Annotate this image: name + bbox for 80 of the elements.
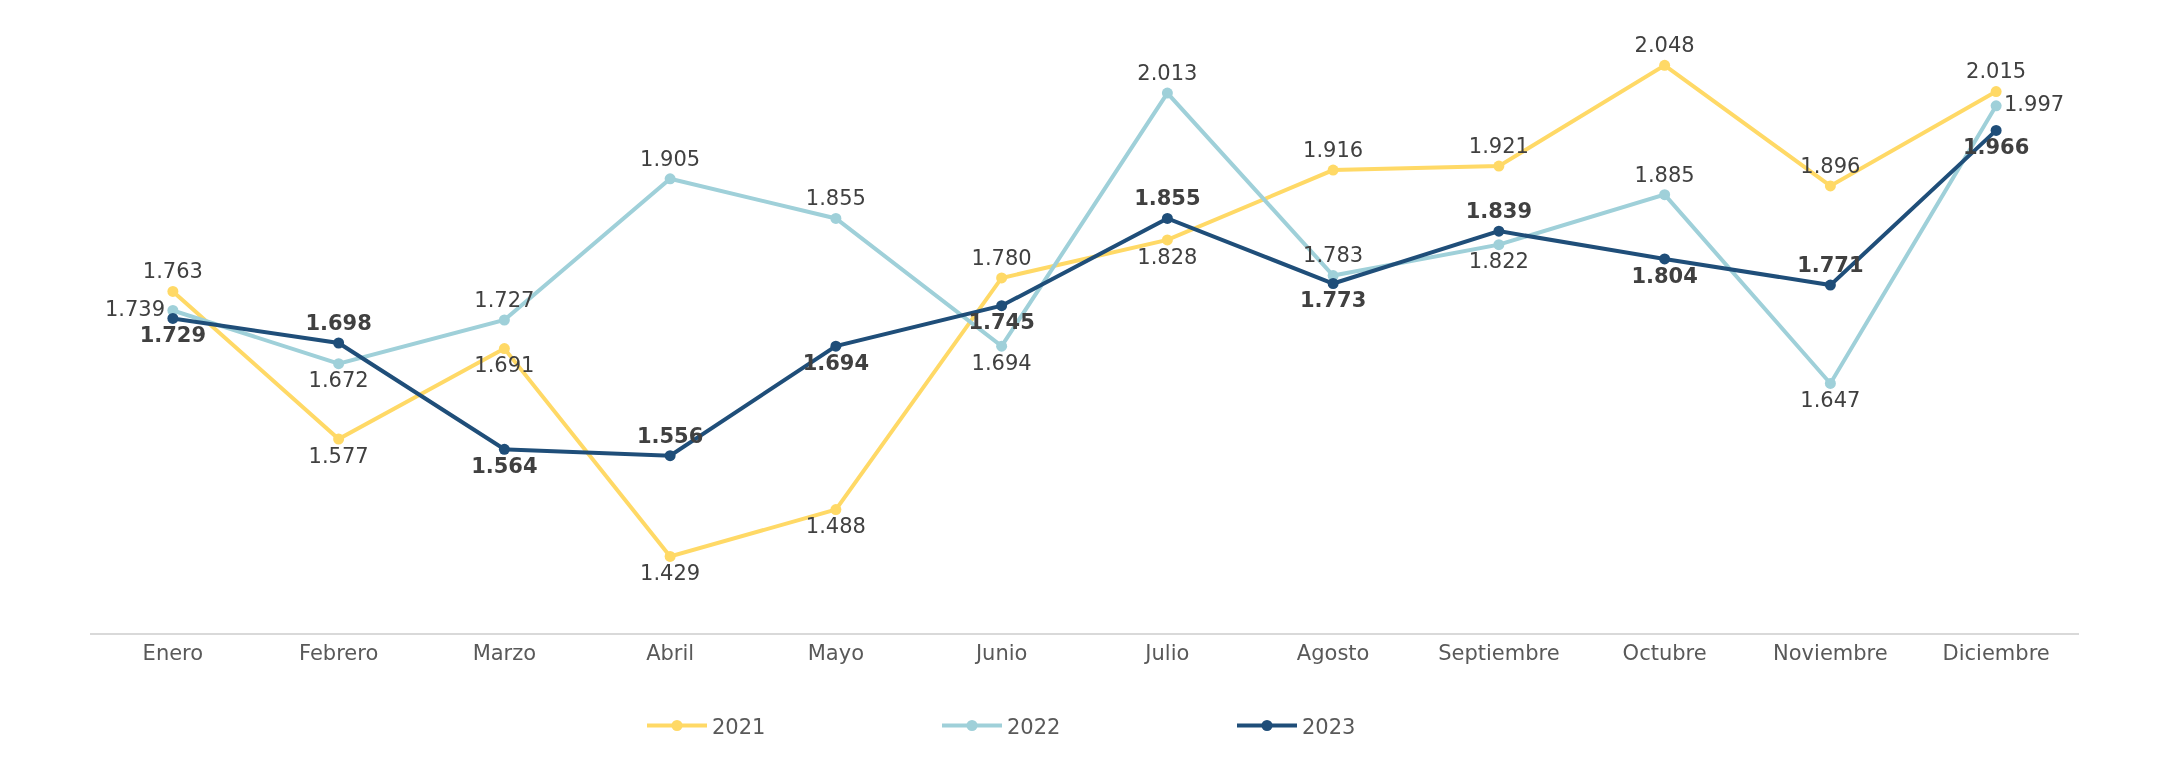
x-tick-label: Abril — [646, 641, 695, 666]
data-label: 1.729 — [139, 323, 207, 348]
point — [1161, 87, 1173, 99]
data-label: 1.763 — [142, 259, 203, 284]
point — [1327, 164, 1339, 176]
data-label: 1.828 — [1137, 244, 1198, 269]
x-tick-label: Agosto — [1296, 641, 1370, 666]
data-label: 1.916 — [1303, 137, 1364, 162]
point — [1161, 234, 1173, 246]
point — [1659, 253, 1671, 265]
data-label: 1.429 — [640, 561, 701, 586]
x-tick-label: Diciembre — [1942, 641, 2050, 666]
point — [1161, 212, 1173, 224]
point — [664, 550, 676, 562]
x-tick-label: Julio — [1143, 641, 1190, 666]
x-tick-label: Noviembre — [1773, 641, 1888, 666]
data-label: 1.694 — [971, 350, 1032, 375]
point — [664, 450, 676, 462]
x-tick-label: Junio — [973, 641, 1028, 666]
legend-label: 2022 — [1007, 714, 1061, 739]
data-label: 1.727 — [474, 287, 535, 312]
data-label: 1.647 — [1800, 388, 1861, 413]
point — [1659, 59, 1671, 71]
point — [1824, 180, 1836, 192]
data-label: 1.773 — [1299, 288, 1367, 313]
point — [1493, 225, 1505, 237]
point — [996, 272, 1008, 284]
data-label: 1.488 — [805, 514, 866, 539]
point — [1990, 124, 2002, 136]
data-label: 1.739 — [104, 296, 165, 321]
point — [498, 443, 510, 455]
data-label: 1.921 — [1468, 133, 1529, 158]
data-label: 1.672 — [308, 368, 369, 393]
point — [1493, 239, 1505, 251]
point — [1327, 278, 1339, 290]
point — [1824, 279, 1836, 291]
data-label: 1.855 — [1134, 186, 1201, 211]
legend-label: 2023 — [1302, 714, 1356, 739]
point — [996, 300, 1008, 312]
data-label: 1.780 — [971, 245, 1032, 270]
point — [996, 340, 1008, 352]
data-label: 1.822 — [1468, 249, 1529, 274]
point — [1824, 377, 1836, 389]
x-tick-label: Octubre — [1622, 641, 1707, 666]
point — [1990, 86, 2002, 98]
point — [1990, 100, 2002, 112]
data-label: 1.855 — [805, 186, 866, 211]
point — [1659, 189, 1671, 201]
data-label: 1.997 — [2004, 92, 2065, 117]
x-tick-label: Febrero — [298, 641, 379, 666]
point — [333, 433, 345, 445]
data-label: 1.896 — [1800, 153, 1861, 178]
legend-label: 2021 — [712, 714, 766, 739]
x-tick-label: Enero — [142, 641, 204, 666]
data-label: 1.577 — [308, 443, 369, 468]
point — [664, 173, 676, 185]
data-label: 2.013 — [1137, 60, 1198, 85]
data-label: 2.015 — [1966, 59, 2027, 84]
point — [1493, 160, 1505, 172]
data-label: 1.839 — [1465, 199, 1533, 224]
data-label: 1.698 — [305, 310, 372, 335]
data-label: 1.745 — [968, 310, 1035, 335]
data-label: 1.885 — [1634, 162, 1695, 187]
x-tick-label: Mayo — [807, 641, 865, 666]
point — [830, 212, 842, 224]
point — [830, 340, 842, 352]
x-tick-label: Marzo — [472, 641, 537, 666]
point — [498, 314, 510, 326]
data-label: 1.783 — [1303, 243, 1364, 268]
x-tick-label: Septiembre — [1438, 641, 1560, 666]
point — [830, 504, 842, 516]
point — [167, 312, 179, 324]
point — [333, 358, 345, 370]
point — [167, 285, 179, 297]
data-label: 2.048 — [1634, 33, 1695, 58]
data-label: 1.564 — [471, 453, 538, 478]
point — [333, 337, 345, 349]
point — [498, 343, 510, 355]
data-label: 1.804 — [1631, 263, 1698, 288]
data-label: 1.905 — [640, 146, 701, 171]
